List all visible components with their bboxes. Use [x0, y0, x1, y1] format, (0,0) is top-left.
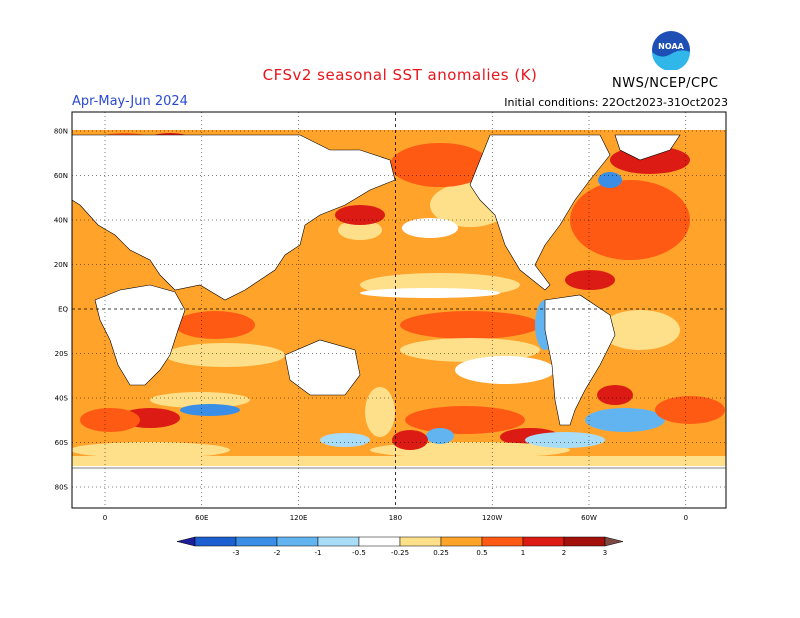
lon-label: 60W: [581, 514, 597, 522]
colorbar-label: -0.25: [391, 549, 409, 557]
colorbar-swatch: [522, 536, 565, 547]
map-title: CFSv2 seasonal SST anomalies (K): [262, 66, 538, 84]
lon-label: 0: [684, 514, 688, 522]
colorbar-swatch: [235, 536, 278, 547]
colorbar-label: -0.5: [352, 549, 366, 557]
colorbar-swatch: [317, 536, 360, 547]
lat-label: 40N: [54, 217, 68, 225]
colorbar-swatch: [194, 536, 237, 547]
lat-label: 40S: [55, 395, 69, 403]
colorbar: -3 -2 -1 -0.5 -0.25 0.25 0.5 1 2 3: [176, 536, 624, 557]
lon-label: 120E: [290, 514, 308, 522]
lat-label: 60N: [54, 172, 68, 180]
noaa-logo-text: NOAA: [658, 42, 684, 51]
colorbar-label: 3: [603, 549, 607, 557]
lat-label: 20S: [55, 350, 69, 358]
noaa-logo: NOAA: [652, 31, 690, 70]
lat-label: 20N: [54, 261, 68, 269]
colorbar-swatch: [399, 536, 442, 547]
lon-label: 120W: [482, 514, 502, 522]
colorbar-label: -3: [233, 549, 240, 557]
lon-label: 180: [389, 514, 402, 522]
colorbar-swatch: [440, 536, 483, 547]
colorbar-max-arrow: [604, 536, 624, 547]
colorbar-swatch: [563, 536, 606, 547]
colorbar-label: 2: [562, 549, 566, 557]
colorbar-swatch: [358, 536, 401, 547]
colorbar-label: 0.25: [433, 549, 449, 557]
lat-label: 60S: [55, 439, 69, 447]
colorbar-swatch: [276, 536, 319, 547]
lon-label: 60E: [195, 514, 208, 522]
colorbar-swatch: [481, 536, 524, 547]
longitude-labels: 0 60E 120E 180 120W 60W 0: [103, 514, 688, 522]
lat-label: 80N: [54, 128, 68, 136]
lat-label: 80S: [55, 484, 69, 492]
graticule: [72, 112, 726, 508]
agency-label: NWS/NCEP/CPC: [612, 76, 719, 91]
lon-label: 0: [103, 514, 107, 522]
colorbar-label: -1: [315, 549, 322, 557]
season-label: Apr-May-Jun 2024: [72, 94, 188, 109]
land-masses: [72, 134, 726, 508]
latitude-labels: 80N 60N 40N 20N EQ 20S 40S 60S 80S: [54, 128, 69, 492]
colorbar-label: 1: [521, 549, 525, 557]
colorbar-label: -2: [274, 549, 281, 557]
colorbar-label: 0.5: [476, 549, 487, 557]
initial-conditions-label: Initial conditions: 22Oct2023-31Oct2023: [504, 96, 728, 109]
lat-label: EQ: [58, 306, 68, 314]
colorbar-min-arrow: [176, 536, 196, 547]
